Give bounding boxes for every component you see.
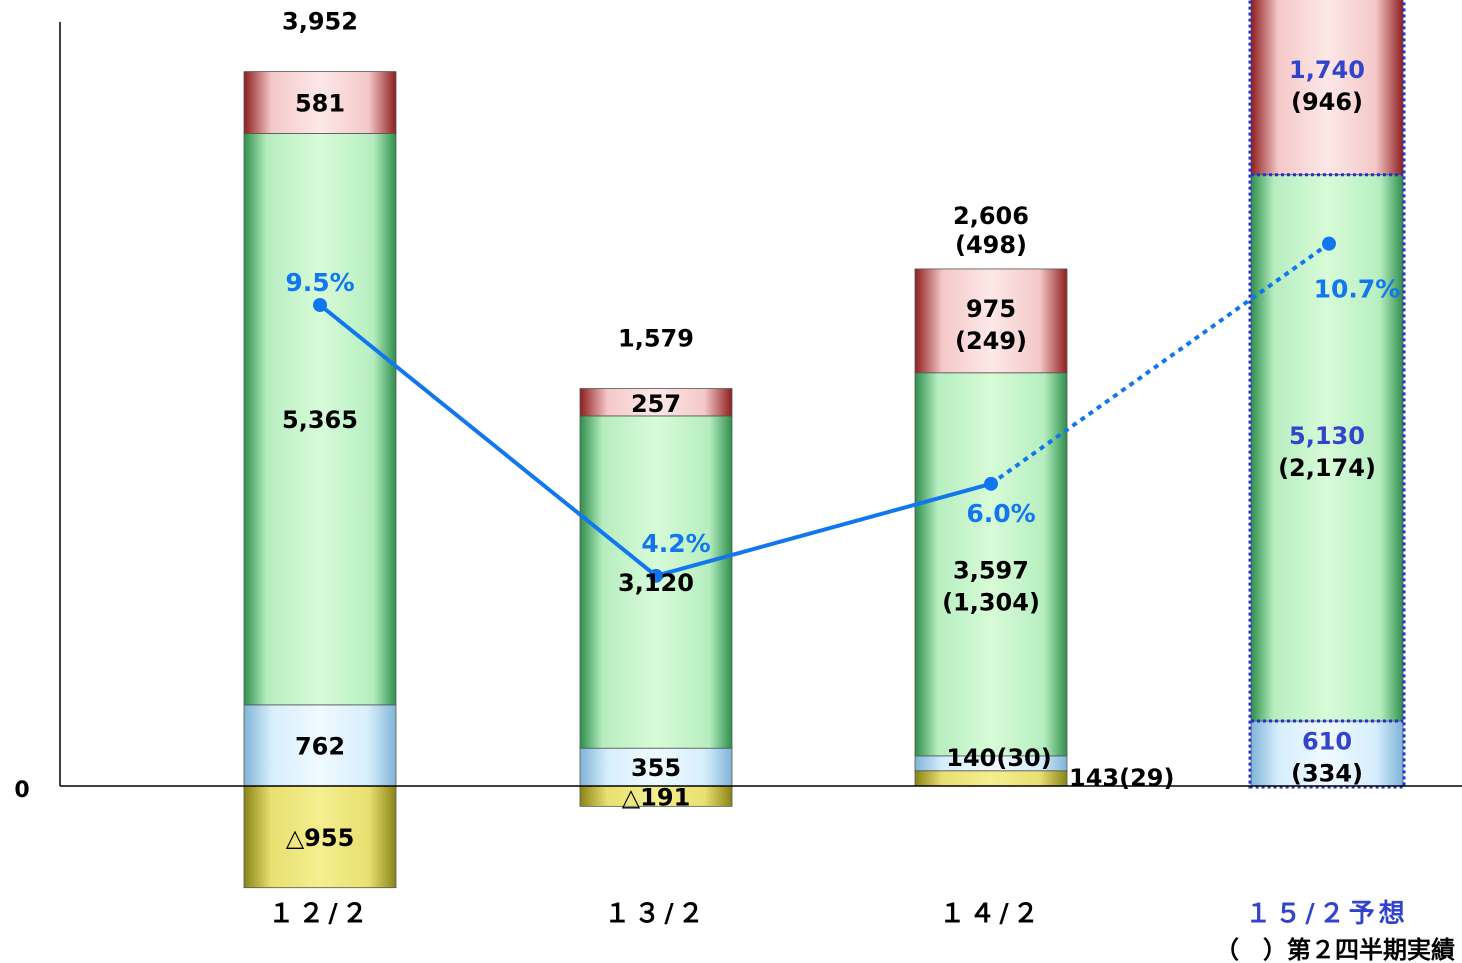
blue-segment-label: 762 bbox=[295, 732, 345, 760]
blue-segment-label: (334) bbox=[1291, 760, 1363, 788]
axes-layer bbox=[59, 22, 1462, 787]
total-sub-label: (498) bbox=[955, 231, 1027, 259]
forecast-frame bbox=[1248, 0, 1406, 789]
ratio-point bbox=[313, 298, 327, 312]
bar-1-blue-segment bbox=[243, 704, 397, 787]
ratio-point bbox=[1322, 236, 1336, 251]
bar-3-yellow-segment bbox=[914, 770, 1068, 787]
footnote: （ ）第２四半期実績 bbox=[1215, 936, 1455, 963]
green-segment-label: (2,174) bbox=[1278, 454, 1376, 482]
ratio-label: 9.5% bbox=[285, 268, 354, 297]
x-tick-label: １４/２ bbox=[939, 899, 1043, 929]
x-tick-label: １５/２予想 bbox=[1245, 899, 1409, 929]
bar-2-red-segment bbox=[579, 388, 733, 417]
bar-1-yellow-segment bbox=[243, 785, 397, 889]
ratio-point bbox=[984, 476, 998, 491]
red-segment-label: (946) bbox=[1291, 88, 1363, 116]
bar-4-blue-segment bbox=[1250, 720, 1404, 787]
labels-layer: 0 9.5% 4.2% 6.0% 10.7% 3,952 581 5,365 762 △955 １２… bbox=[14, 8, 1455, 963]
bars-layer bbox=[243, 0, 1406, 889]
total-label: 1,579 bbox=[618, 325, 694, 353]
x-tick-label: １３/２ bbox=[604, 899, 708, 929]
bar-4-red-segment bbox=[1250, 0, 1404, 176]
red-segment-label: 257 bbox=[631, 390, 681, 418]
x-tick-label: １２/２ bbox=[268, 899, 372, 929]
blue-segment-label: 355 bbox=[631, 754, 681, 782]
ratio-label: 6.0% bbox=[966, 499, 1035, 528]
green-segment-label: 5,365 bbox=[282, 406, 358, 434]
red-segment-label: 1,740 bbox=[1289, 56, 1365, 84]
red-segment-label: (249) bbox=[955, 327, 1027, 355]
yellow-segment-label: 143(29) bbox=[1069, 764, 1174, 792]
bar-3-red-segment bbox=[914, 268, 1068, 374]
yellow-segment-label: △191 bbox=[622, 783, 691, 811]
red-segment-label: 581 bbox=[295, 90, 345, 118]
bar-4-green-segment bbox=[1250, 174, 1404, 722]
bar-3-green-segment bbox=[914, 372, 1068, 757]
total-label: 2,606 bbox=[953, 202, 1029, 230]
y-tick-zero: 0 bbox=[14, 778, 29, 803]
ratio-line-segment bbox=[318, 303, 658, 578]
total-label: 3,952 bbox=[282, 8, 358, 36]
red-segment-label: 975 bbox=[966, 295, 1016, 323]
green-segment-label: 5,130 bbox=[1289, 422, 1365, 450]
green-segment-label: (1,304) bbox=[942, 588, 1040, 616]
green-segment-label: 3,597 bbox=[953, 556, 1029, 584]
green-segment-label: 3,120 bbox=[618, 569, 694, 597]
ratio-label: 4.2% bbox=[641, 529, 710, 558]
ratio-point bbox=[649, 568, 663, 583]
blue-segment-label: 610 bbox=[1302, 728, 1352, 756]
bar-1-red-segment bbox=[243, 71, 397, 134]
ratio-line-segment bbox=[655, 481, 992, 578]
ratio-line-layer bbox=[313, 236, 1336, 583]
yellow-segment-label: △955 bbox=[286, 824, 355, 852]
blue-segment-label: 140(30) bbox=[946, 744, 1051, 772]
ratio-label: 10.7% bbox=[1314, 275, 1401, 304]
